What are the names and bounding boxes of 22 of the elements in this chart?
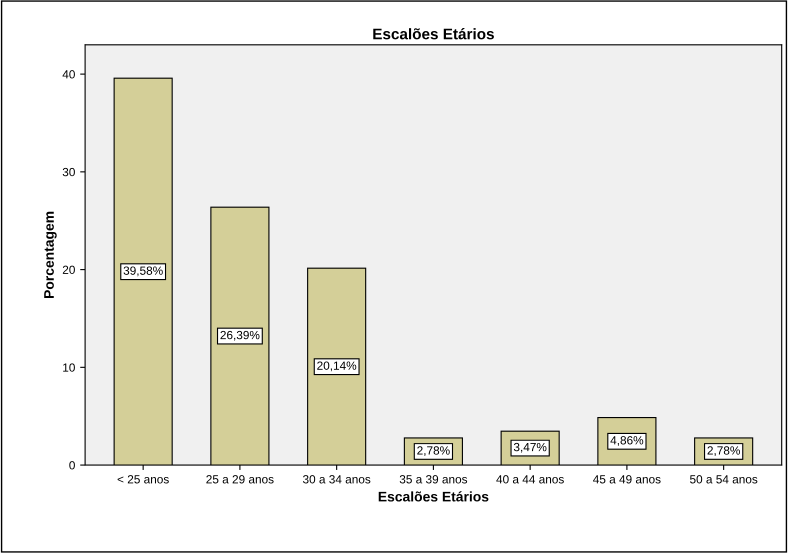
x-tick-label: 40 a 44 anos: [496, 475, 564, 484]
x-tick-label: 50 a 54 anos: [690, 475, 758, 484]
y-tick-label: 10: [63, 363, 75, 372]
x-tick-label: 35 a 39 anos: [400, 475, 468, 484]
x-axis-title: Escalões Etários: [378, 491, 488, 502]
x-tick-label: 45 a 49 anos: [593, 475, 661, 484]
data-label: 2,78%: [708, 446, 740, 456]
y-tick-label: 40: [62, 70, 75, 79]
y-axis-title: Porcentagem: [44, 212, 57, 298]
y-tick-label: 20: [62, 266, 75, 274]
data-label: 4,86%: [610, 436, 644, 446]
y-tick-label: 0: [69, 461, 75, 470]
data-label: 39,58%: [124, 266, 163, 276]
data-label: 3,47%: [514, 442, 546, 453]
data-label: 26,39%: [220, 330, 260, 341]
data-label: 2,78%: [417, 446, 450, 456]
chart-title: Escalões Etários: [373, 28, 494, 40]
x-tick-label: 25 a 29 anos: [206, 475, 274, 484]
x-tick-label: < 25 anos: [118, 475, 169, 484]
y-tick-label: 30: [62, 168, 75, 176]
x-tick-label: 30 a 34 anos: [302, 475, 370, 484]
data-label: 20,14%: [317, 361, 356, 372]
